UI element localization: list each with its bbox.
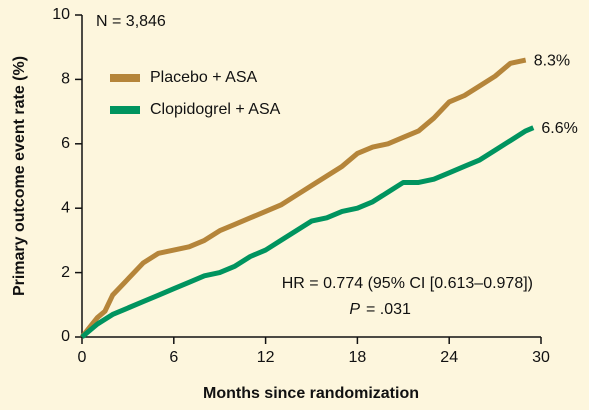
x-tick-label: 18 [349, 349, 367, 366]
x-tick-label: 24 [440, 349, 458, 366]
y-tick-label: 4 [61, 199, 70, 216]
end-label: 8.3% [534, 52, 570, 69]
series-line [80, 57, 527, 339]
annotation: HR = 0.774 (95% CI [0.613–0.978]) [282, 275, 533, 292]
y-tick-label: 0 [61, 328, 70, 345]
series-line [80, 125, 535, 339]
y-tick-label: 2 [61, 264, 70, 281]
y-tick-label: 6 [61, 135, 70, 152]
p-value: = .031 [366, 301, 411, 318]
x-tick-label: 12 [257, 349, 275, 366]
x-axis-label: Months since randomization [203, 385, 419, 402]
legend-label: Clopidogrel + ASA [150, 101, 281, 118]
y-tick-label: 10 [52, 6, 70, 23]
end-label: 6.6% [541, 120, 577, 137]
legend-label: Placebo + ASA [150, 69, 258, 86]
x-tick-label: 6 [169, 349, 178, 366]
x-tick-label: 0 [78, 349, 87, 366]
x-tick-label: 30 [532, 349, 550, 366]
y-tick-label: 8 [61, 71, 70, 88]
y-axis-label: Primary outcome event rate (%) [11, 56, 28, 296]
annotation: N = 3,846 [96, 13, 166, 30]
p-symbol: P [349, 301, 360, 318]
